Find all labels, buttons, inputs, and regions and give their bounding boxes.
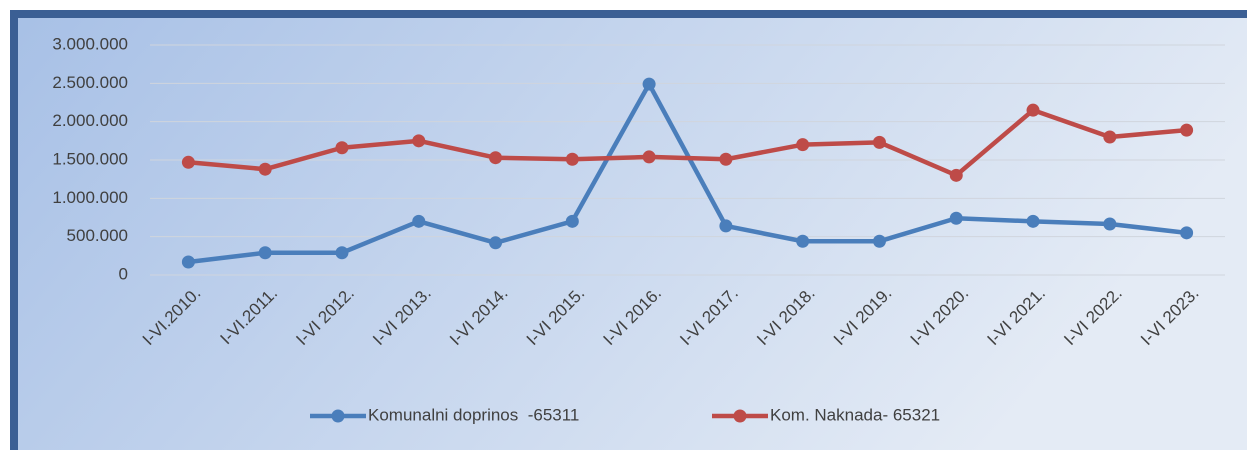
y-tick-label: 3.000.000 (52, 34, 128, 53)
legend-marker (733, 409, 747, 423)
data-point (949, 211, 963, 225)
y-tick-label: 1.500.000 (52, 149, 128, 168)
data-point (1103, 217, 1117, 231)
data-point (335, 141, 349, 155)
y-tick-label: 2.000.000 (52, 111, 128, 130)
data-point (335, 246, 349, 260)
frame-left (10, 10, 18, 450)
data-point (565, 214, 579, 228)
data-point (258, 246, 272, 260)
data-point (1103, 130, 1117, 144)
data-point (796, 138, 810, 152)
data-point (1180, 226, 1194, 240)
data-point (412, 134, 426, 148)
data-point (949, 168, 963, 182)
data-point (1180, 123, 1194, 137)
series-line (188, 107, 1187, 178)
data-point (642, 77, 656, 91)
data-point (565, 152, 579, 166)
data-point (1026, 214, 1040, 228)
data-point (489, 236, 503, 250)
data-point (796, 234, 810, 248)
data-point (258, 162, 272, 176)
data-point (872, 135, 886, 149)
y-tick-label: 2.500.000 (52, 73, 128, 92)
y-tick-label: 1.000.000 (52, 188, 128, 207)
frame-top (10, 10, 1247, 18)
data-point (412, 214, 426, 228)
legend-marker (331, 409, 345, 423)
legend-label: Komunalni doprinos -65311 (368, 405, 579, 424)
data-point (1026, 103, 1040, 117)
data-point (181, 255, 195, 269)
y-tick-label: 0 (119, 264, 128, 283)
series-line (188, 81, 1187, 265)
data-point (719, 219, 733, 233)
data-point (181, 155, 195, 169)
data-point (872, 234, 886, 248)
data-point (642, 150, 656, 164)
y-tick-label: 500.000 (67, 226, 128, 245)
data-point (719, 152, 733, 166)
plot-background (10, 10, 1247, 450)
legend-label: Kom. Naknada- 65321 (770, 405, 940, 424)
data-point (489, 151, 503, 165)
